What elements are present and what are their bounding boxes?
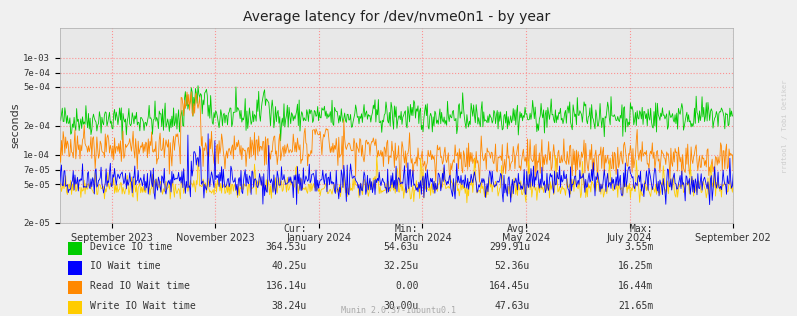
Y-axis label: seconds: seconds — [10, 103, 21, 148]
Text: Munin 2.0.37-1ubuntu0.1: Munin 2.0.37-1ubuntu0.1 — [341, 307, 456, 315]
Text: Max:: Max: — [630, 224, 654, 234]
Text: IO Wait time: IO Wait time — [90, 261, 160, 271]
Text: Min:: Min: — [395, 224, 418, 234]
Text: 3.55m: 3.55m — [624, 242, 654, 252]
Text: 38.24u: 38.24u — [272, 301, 307, 311]
Text: 54.63u: 54.63u — [383, 242, 418, 252]
Text: rrdtool / Tobi Oetiker: rrdtool / Tobi Oetiker — [782, 80, 788, 173]
Text: 21.65m: 21.65m — [618, 301, 654, 311]
Text: 299.91u: 299.91u — [489, 242, 530, 252]
Text: 40.25u: 40.25u — [272, 261, 307, 271]
Text: 16.25m: 16.25m — [618, 261, 654, 271]
Text: 136.14u: 136.14u — [265, 281, 307, 291]
Text: 364.53u: 364.53u — [265, 242, 307, 252]
Text: Device IO time: Device IO time — [90, 242, 172, 252]
Text: Read IO Wait time: Read IO Wait time — [90, 281, 190, 291]
Text: Write IO Wait time: Write IO Wait time — [90, 301, 196, 311]
Title: Average latency for /dev/nvme0n1 - by year: Average latency for /dev/nvme0n1 - by ye… — [243, 10, 550, 25]
Text: 0.00: 0.00 — [395, 281, 418, 291]
Text: Avg:: Avg: — [507, 224, 530, 234]
Text: 164.45u: 164.45u — [489, 281, 530, 291]
Text: 52.36u: 52.36u — [495, 261, 530, 271]
Text: 30.00u: 30.00u — [383, 301, 418, 311]
Text: 32.25u: 32.25u — [383, 261, 418, 271]
Text: 47.63u: 47.63u — [495, 301, 530, 311]
Text: 16.44m: 16.44m — [618, 281, 654, 291]
Text: Cur:: Cur: — [284, 224, 307, 234]
